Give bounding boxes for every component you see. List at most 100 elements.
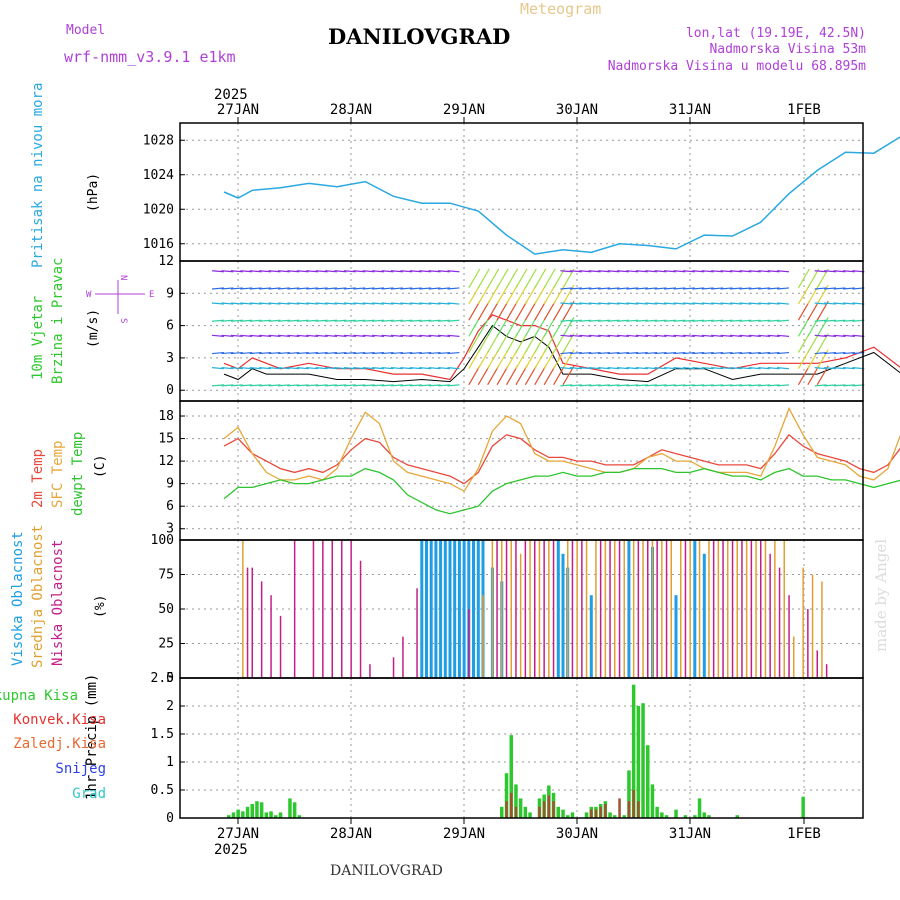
cloud-low-bar bbox=[359, 560, 362, 678]
wind-vector bbox=[748, 319, 761, 322]
wind-vector bbox=[468, 317, 481, 337]
wind-vector bbox=[654, 367, 667, 370]
wind-vector bbox=[477, 268, 490, 289]
pressure-series-line bbox=[223, 136, 900, 255]
wind-vector bbox=[579, 367, 592, 370]
cloud-mid-bar bbox=[811, 574, 814, 678]
cloud-low-bar bbox=[760, 540, 762, 678]
cloud-high-bar bbox=[589, 595, 593, 678]
wind-vector bbox=[343, 287, 356, 290]
cloud-high-bar bbox=[429, 540, 433, 678]
wind-vector bbox=[560, 384, 573, 387]
cloud-low-bar bbox=[270, 595, 272, 678]
wind-vector bbox=[543, 268, 556, 289]
wind-vector bbox=[287, 287, 300, 290]
wind-vector bbox=[447, 270, 460, 273]
wind-vector bbox=[306, 367, 319, 370]
cloud-low-bar bbox=[331, 540, 333, 678]
wind-vector bbox=[315, 351, 328, 355]
cloud-mid-bar bbox=[689, 540, 691, 678]
wind-vector bbox=[748, 367, 761, 370]
temp-label-3: dewpt Temp bbox=[70, 432, 86, 516]
wind-vector bbox=[249, 384, 262, 387]
wind-vector bbox=[569, 384, 582, 387]
cloud-low-bar bbox=[637, 540, 640, 678]
wind-vector bbox=[579, 270, 592, 273]
compass-n: N bbox=[118, 275, 128, 280]
cloud-high-bar bbox=[453, 540, 457, 678]
wind-vector bbox=[776, 367, 790, 370]
precip-total-bar bbox=[504, 773, 509, 818]
wind-vector bbox=[588, 287, 601, 290]
wind-vector bbox=[240, 351, 253, 355]
cloud-mid-bar bbox=[774, 540, 776, 678]
wind-vector bbox=[240, 334, 253, 337]
cloud-low-bar bbox=[722, 540, 724, 678]
wind-vector bbox=[833, 351, 846, 355]
wind-vector bbox=[607, 367, 620, 370]
wind-vector bbox=[588, 302, 601, 305]
wind-vector bbox=[353, 334, 366, 337]
wind-vector bbox=[240, 319, 253, 322]
wind-vector bbox=[833, 319, 846, 322]
wind-vector bbox=[654, 287, 667, 290]
cloud-low-bar bbox=[312, 540, 315, 678]
wind-vector bbox=[296, 302, 309, 305]
wind-vector bbox=[663, 384, 677, 387]
wind-vector bbox=[372, 367, 385, 370]
wind-vector bbox=[842, 334, 855, 337]
wind-vector bbox=[447, 302, 460, 305]
precip-total-bar bbox=[707, 815, 711, 818]
cloud-high-bar bbox=[693, 540, 697, 678]
wind-vector bbox=[240, 384, 253, 387]
cloud-low-bar bbox=[543, 540, 545, 678]
wind-vector bbox=[560, 319, 573, 322]
wind-vector bbox=[324, 270, 338, 273]
wind-vector bbox=[616, 270, 629, 273]
cloud-mid-bar bbox=[242, 540, 244, 678]
wind-vector bbox=[419, 351, 432, 355]
wind-vector bbox=[287, 384, 300, 387]
wind-vector bbox=[748, 384, 761, 387]
wind-vector bbox=[776, 302, 790, 305]
cloud-high-bar bbox=[702, 553, 706, 678]
wind-vector bbox=[268, 319, 281, 322]
wind-vector bbox=[277, 270, 290, 273]
meteogram-label: Meteogram bbox=[520, 0, 601, 18]
wind-vector bbox=[487, 284, 500, 305]
wind-vector bbox=[306, 384, 319, 387]
wind-vector bbox=[353, 270, 366, 273]
wind-vector bbox=[767, 351, 780, 355]
cloud-label-3: Niska Oblacnost bbox=[50, 540, 66, 666]
wind-vector bbox=[477, 349, 490, 369]
wind-vector bbox=[505, 268, 519, 289]
wind-vector bbox=[477, 317, 490, 337]
wind-vector bbox=[758, 384, 771, 387]
wind-vector bbox=[776, 270, 790, 273]
wind-vector bbox=[758, 302, 771, 305]
wind-vector bbox=[211, 351, 225, 355]
precip-total-bar bbox=[650, 784, 655, 818]
wind-vector bbox=[748, 270, 761, 273]
cloud-mid-bar bbox=[764, 540, 767, 678]
wind-vector bbox=[268, 334, 281, 337]
wind-vector bbox=[515, 333, 528, 353]
wind-vector bbox=[842, 270, 855, 273]
wind-vector bbox=[701, 384, 714, 387]
wind-vector bbox=[277, 367, 290, 370]
top-date-27jan: 27JAN bbox=[217, 102, 259, 118]
wind-vector bbox=[814, 334, 827, 337]
wind-vector bbox=[673, 319, 686, 322]
wind-vector bbox=[692, 270, 705, 273]
temp-2m-line bbox=[223, 433, 900, 485]
wind-tick-label: 3 bbox=[166, 351, 174, 366]
wind-vector bbox=[505, 317, 519, 337]
wind-vector bbox=[842, 367, 855, 370]
wind-vector bbox=[362, 384, 375, 387]
wind-vector bbox=[468, 268, 481, 289]
precip-total-bar bbox=[561, 809, 565, 818]
cloud-mid-bar bbox=[576, 540, 578, 678]
wind-vector bbox=[543, 349, 556, 369]
top-date-axis: 27JAN 28JAN 29JAN 30JAN 31JAN 1FEB bbox=[217, 102, 821, 118]
wind-vector bbox=[400, 367, 413, 370]
